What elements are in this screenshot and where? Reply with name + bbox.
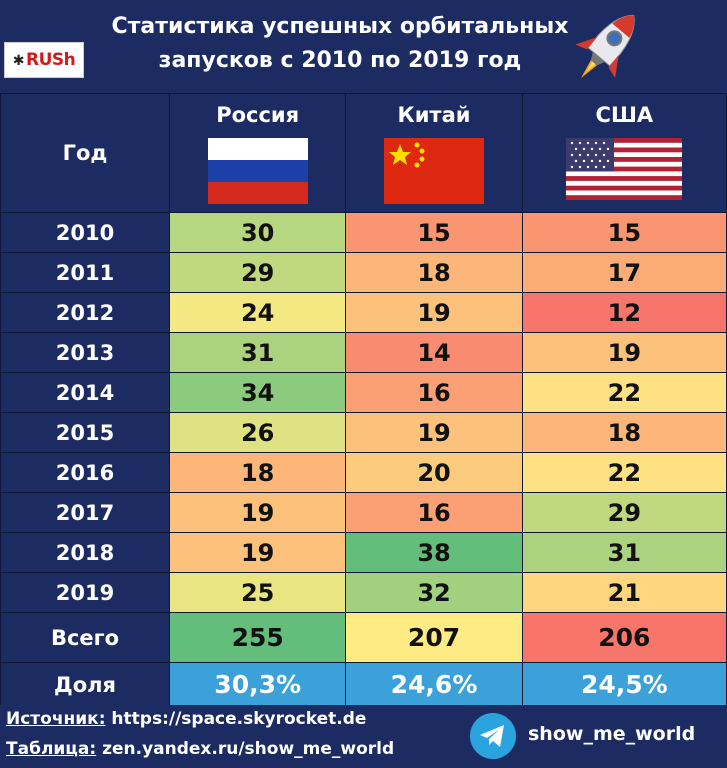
- year-cell: 2015: [0, 412, 170, 453]
- total-label: Всего: [0, 612, 170, 663]
- value-cell-china: 38: [345, 532, 523, 573]
- table-row: 2019 25 32 21: [0, 572, 727, 613]
- china-flag: [384, 138, 485, 204]
- value-cell-china: 20: [345, 452, 523, 493]
- value-cell-usa: 17: [521, 252, 727, 293]
- country-header-usa: США: [521, 93, 727, 213]
- country-name: США: [595, 103, 654, 127]
- title-line-1: Статистика успешных орбитальных: [111, 14, 569, 39]
- year-cell: 2016: [0, 452, 170, 493]
- total-cell-usa: 206: [521, 612, 727, 663]
- year-cell: 2014: [0, 372, 170, 413]
- table-line: Таблица: zen.yandex.ru/show_me_world: [6, 739, 394, 759]
- page-title: Статистика успешных орбитальных запусков…: [60, 10, 620, 78]
- value-cell-china: 32: [345, 572, 523, 613]
- value-cell-russia: 25: [168, 572, 347, 613]
- share-cell-china: 24,6%: [345, 662, 523, 707]
- value-cell-russia: 30: [168, 212, 347, 253]
- channel-name[interactable]: show_me_world: [528, 723, 696, 745]
- value-cell-russia: 19: [168, 532, 347, 573]
- paw-icon: ✱: [12, 53, 25, 69]
- value-cell-usa: 22: [521, 452, 727, 493]
- country-header-china: Китай: [345, 93, 523, 213]
- year-column-header: Год: [0, 93, 170, 213]
- share-cell-russia: 30,3%: [168, 662, 347, 707]
- table-row: 2013 31 14 19: [0, 332, 727, 373]
- value-cell-russia: 34: [168, 372, 347, 413]
- source-label: Источник:: [6, 709, 106, 729]
- header: ✱ RUSh Статистика успешных орбитальных за…: [0, 0, 727, 93]
- usa-flag: [566, 138, 683, 200]
- year-cell: 2019: [0, 572, 170, 613]
- value-cell-usa: 15: [521, 212, 727, 253]
- year-cell: 2017: [0, 492, 170, 533]
- launch-table: Год Россия Китай: [0, 93, 727, 707]
- value-cell-usa: 21: [521, 572, 727, 613]
- year-cell: 2013: [0, 332, 170, 373]
- country-header-russia: Россия: [168, 93, 347, 213]
- value-cell-usa: 19: [521, 332, 727, 373]
- value-cell-usa: 22: [521, 372, 727, 413]
- share-cell-usa: 24,5%: [521, 662, 727, 707]
- value-cell-china: 15: [345, 212, 523, 253]
- table-row: 2015 26 19 18: [0, 412, 727, 453]
- table-header-row: Год Россия Китай: [0, 93, 727, 213]
- rush-logo: ✱ RUSh: [4, 42, 84, 78]
- value-cell-china: 16: [345, 492, 523, 533]
- table-row: 2016 18 20 22: [0, 452, 727, 493]
- value-cell-usa: 12: [521, 292, 727, 333]
- value-cell-russia: 29: [168, 252, 347, 293]
- value-cell-russia: 31: [168, 332, 347, 373]
- year-cell: 2011: [0, 252, 170, 293]
- footer: Источник: https://space.skyrocket.de Таб…: [0, 705, 727, 768]
- value-cell-china: 18: [345, 252, 523, 293]
- value-cell-usa: 31: [521, 532, 727, 573]
- value-cell-usa: 29: [521, 492, 727, 533]
- table-value[interactable]: zen.yandex.ru/show_me_world: [96, 739, 395, 759]
- share-row: Доля 30,3% 24,6% 24,5%: [0, 662, 727, 707]
- telegram-icon[interactable]: [470, 713, 516, 759]
- value-cell-russia: 18: [168, 452, 347, 493]
- value-cell-china: 19: [345, 292, 523, 333]
- year-cell: 2010: [0, 212, 170, 253]
- table-row: 2018 19 38 31: [0, 532, 727, 573]
- value-cell-russia: 26: [168, 412, 347, 453]
- table-row: 2014 34 16 22: [0, 372, 727, 413]
- total-cell-china: 207: [345, 612, 523, 663]
- total-row: Всего 255 207 206: [0, 612, 727, 663]
- logo-text: RUSh: [25, 50, 76, 70]
- table-row: 2011 29 18 17: [0, 252, 727, 293]
- country-name: Китай: [397, 103, 471, 127]
- table-body: 2010 30 15 15 2011 29 18 17 2012 24 19 12 2013 31 14 19…: [0, 212, 727, 613]
- title-line-2: запусков с 2010 по 2019 год: [158, 48, 522, 73]
- russia-flag: [207, 138, 308, 204]
- table-row: 2012 24 19 12: [0, 292, 727, 333]
- table-row: 2017 19 16 29: [0, 492, 727, 533]
- total-cell-russia: 255: [168, 612, 347, 663]
- source-line: Источник: https://space.skyrocket.de: [6, 709, 366, 729]
- year-cell: 2012: [0, 292, 170, 333]
- rocket-icon: [575, 14, 635, 79]
- country-name: Россия: [216, 103, 300, 127]
- value-cell-china: 16: [345, 372, 523, 413]
- value-cell-russia: 19: [168, 492, 347, 533]
- value-cell-china: 14: [345, 332, 523, 373]
- source-value[interactable]: https://space.skyrocket.de: [105, 709, 367, 729]
- value-cell-usa: 18: [521, 412, 727, 453]
- value-cell-russia: 24: [168, 292, 347, 333]
- year-cell: 2018: [0, 532, 170, 573]
- value-cell-china: 19: [345, 412, 523, 453]
- table-row: 2010 30 15 15: [0, 212, 727, 253]
- table-label: Таблица:: [6, 739, 97, 759]
- share-label: Доля: [0, 662, 170, 707]
